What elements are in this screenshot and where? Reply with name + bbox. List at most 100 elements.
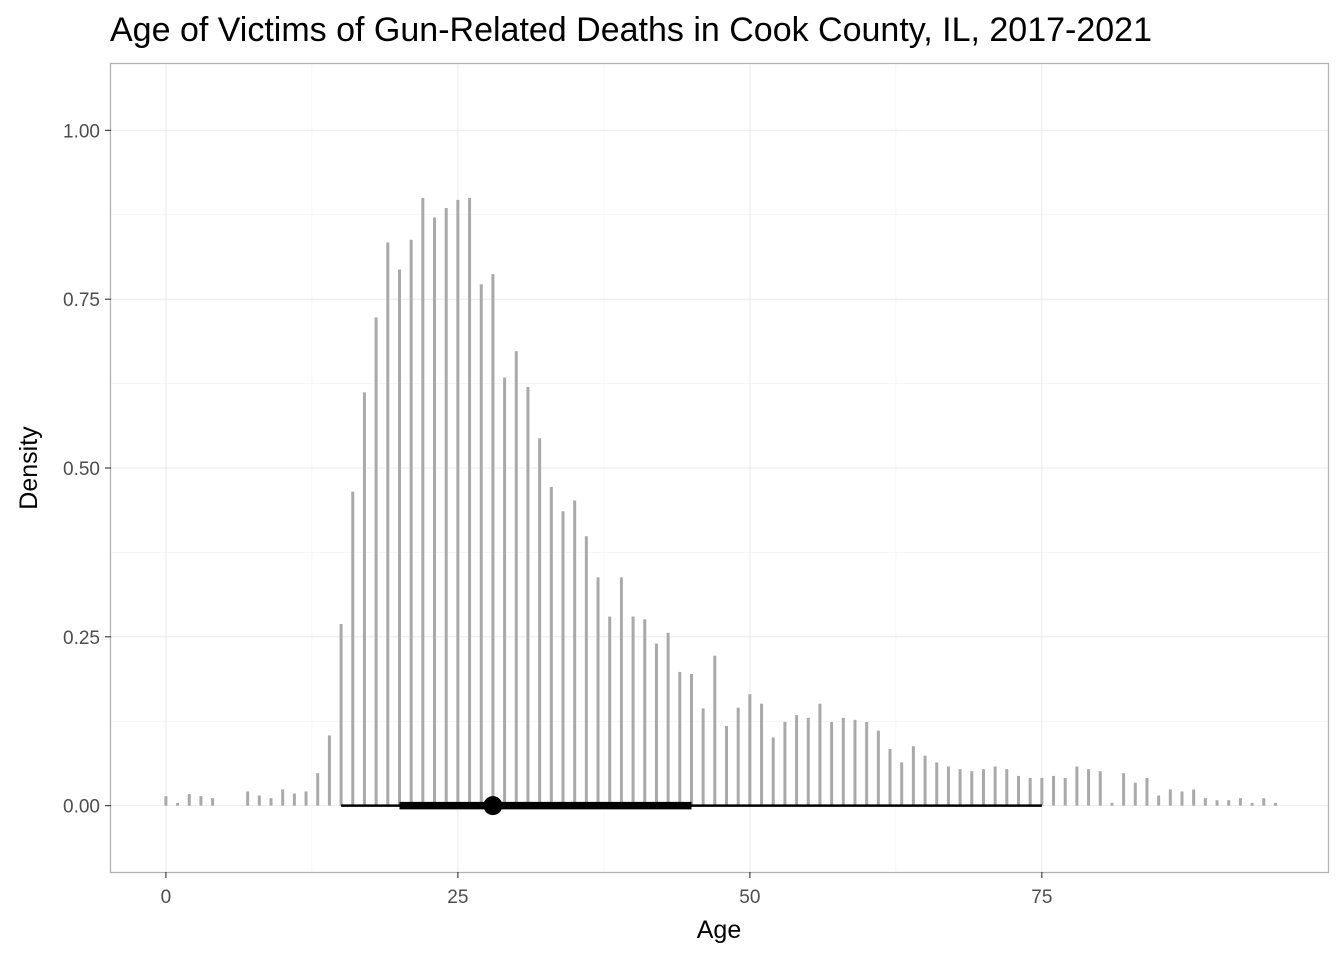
density-bar xyxy=(1238,798,1242,806)
density-bar xyxy=(1180,791,1184,806)
density-bar xyxy=(771,737,775,806)
density-bar xyxy=(339,623,343,806)
density-bar xyxy=(281,789,285,806)
density-bar xyxy=(433,217,437,806)
interval-summary xyxy=(341,796,1042,816)
density-bar xyxy=(176,802,180,806)
density-bar xyxy=(1028,777,1032,806)
density-bar xyxy=(1215,800,1219,806)
density-bar xyxy=(1157,795,1161,806)
density-bar xyxy=(468,197,472,806)
density-bar xyxy=(783,721,787,806)
density-bar xyxy=(900,762,904,806)
density-bar xyxy=(806,717,810,806)
density-bar xyxy=(748,694,752,806)
y-axis-title: Density xyxy=(15,426,43,510)
density-bars xyxy=(164,197,1277,806)
x-tick-label: 50 xyxy=(739,887,760,908)
density-bar xyxy=(1250,802,1254,806)
density-bar xyxy=(1040,777,1044,806)
density-bar xyxy=(1098,771,1102,806)
density-bar xyxy=(1227,800,1231,806)
y-tick-label: 0.50 xyxy=(63,459,100,480)
density-bar xyxy=(503,377,507,806)
density-bar xyxy=(1203,798,1207,806)
density-bar xyxy=(269,798,273,806)
density-bar xyxy=(865,721,869,806)
density-bar xyxy=(689,673,693,806)
density-bar xyxy=(1192,789,1196,806)
density-bar xyxy=(549,486,553,806)
density-bar xyxy=(853,719,857,806)
density-bar xyxy=(736,707,740,806)
density-bar xyxy=(596,577,600,806)
y-tick-label: 0.75 xyxy=(63,290,100,311)
density-bar xyxy=(631,616,635,806)
density-bar xyxy=(1075,766,1079,806)
density-bar xyxy=(619,577,623,806)
y-axis-ticks: 0.00 0.25 0.50 0.75 1.00 xyxy=(63,121,111,818)
density-bar xyxy=(935,762,939,806)
density-bar xyxy=(304,791,308,806)
density-bar xyxy=(479,284,483,806)
density-bar xyxy=(818,703,822,806)
density-bar xyxy=(608,616,612,806)
x-tick-label: 75 xyxy=(1031,887,1052,908)
density-bar xyxy=(795,715,799,806)
density-bar xyxy=(421,197,425,806)
density-bar xyxy=(958,769,962,806)
density-bar xyxy=(923,755,927,806)
density-bar xyxy=(946,766,950,806)
density-bar xyxy=(409,239,413,806)
density-bar xyxy=(514,351,518,806)
density-bar xyxy=(327,735,331,806)
point-estimate xyxy=(483,796,503,816)
density-bar xyxy=(491,274,495,806)
density-bar xyxy=(1052,775,1056,806)
x-tick-label: 25 xyxy=(447,887,468,908)
density-bar xyxy=(164,796,168,806)
y-tick-label: 0.25 xyxy=(63,628,100,649)
density-bar xyxy=(830,721,834,806)
density-bar xyxy=(397,269,401,806)
density-bar xyxy=(386,242,390,806)
x-tick-label: 0 xyxy=(161,887,172,908)
density-bar xyxy=(584,536,588,806)
density-bar xyxy=(643,619,647,806)
density-bar xyxy=(654,643,658,806)
x-axis-title: Age xyxy=(697,916,741,944)
density-bar xyxy=(1016,775,1020,806)
density-bar xyxy=(374,317,378,806)
density-bar xyxy=(713,655,717,806)
density-bar xyxy=(1122,773,1126,806)
density-bar xyxy=(1005,769,1009,806)
density-bar xyxy=(456,199,460,806)
density-bar xyxy=(701,708,705,806)
density-bar xyxy=(561,511,565,806)
density-bar xyxy=(970,771,974,806)
density-bar xyxy=(841,717,845,806)
density-bar xyxy=(526,386,530,806)
chart-title: Age of Victims of Gun-Related Deaths in … xyxy=(110,11,1152,49)
density-bar xyxy=(187,794,191,806)
density-bar xyxy=(292,793,296,806)
density-bar xyxy=(993,766,997,806)
density-bar xyxy=(257,795,261,806)
density-bar xyxy=(573,500,577,806)
density-bar xyxy=(538,438,542,806)
y-tick-label: 1.00 xyxy=(63,121,100,142)
density-bar xyxy=(211,798,215,806)
density-bar xyxy=(911,746,915,806)
density-bar xyxy=(678,671,682,806)
density-bar xyxy=(1168,789,1172,806)
density-bar xyxy=(1145,777,1149,806)
density-bar xyxy=(444,208,448,806)
density-bar xyxy=(1273,802,1277,806)
density-bar xyxy=(876,730,880,806)
density-bar xyxy=(760,703,764,806)
density-bar xyxy=(199,796,203,806)
x-axis-ticks: 0 25 50 75 xyxy=(161,872,1052,908)
density-bar xyxy=(316,773,320,806)
density-bar xyxy=(725,725,729,806)
